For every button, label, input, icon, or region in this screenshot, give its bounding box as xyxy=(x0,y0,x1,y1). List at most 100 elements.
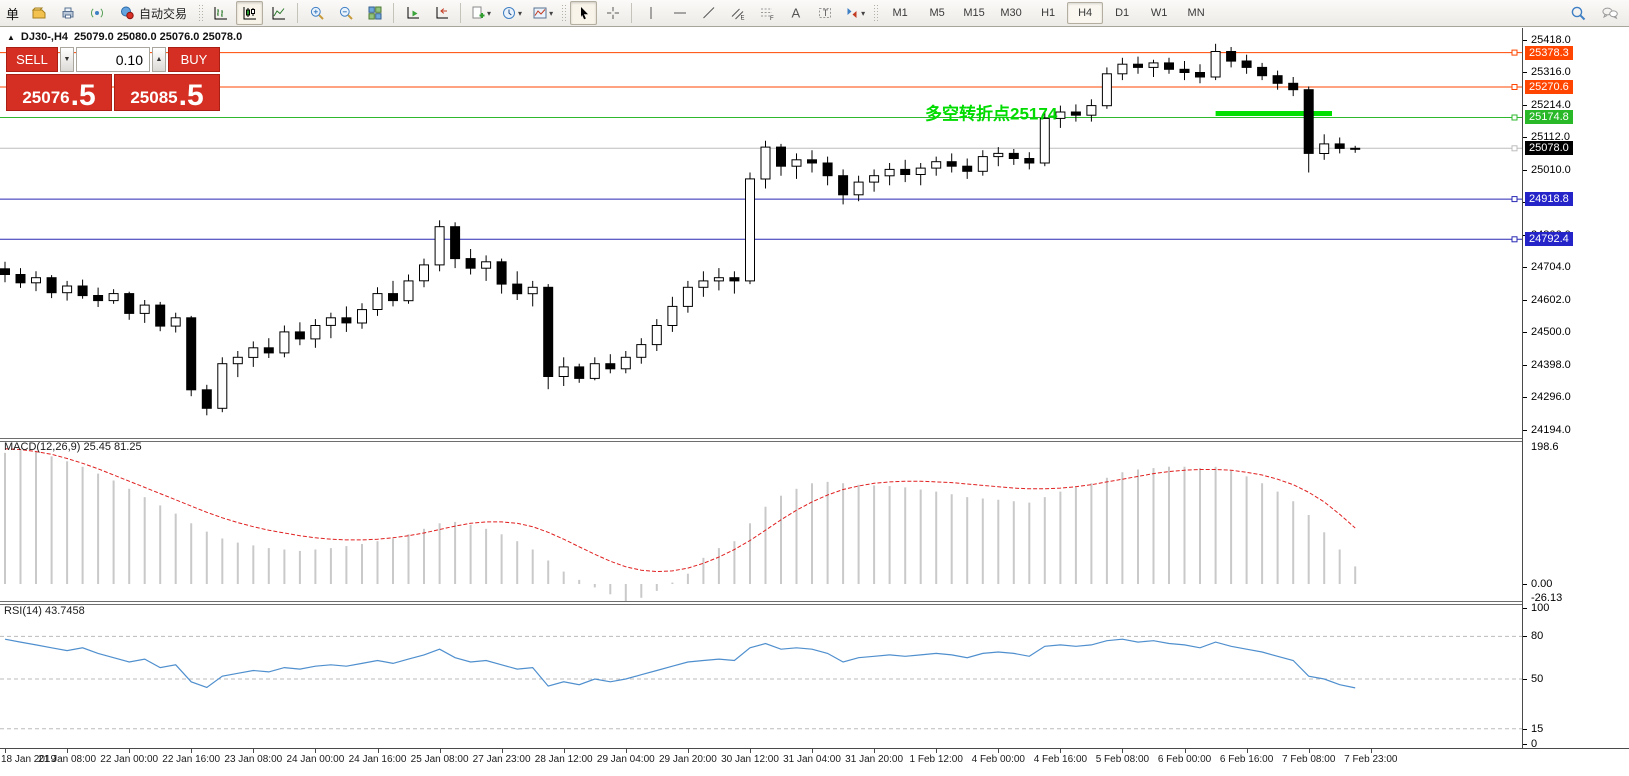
pane-separator[interactable] xyxy=(0,438,1629,439)
price-tick-label: 25112.0 xyxy=(1531,131,1570,144)
buy-price-main: 25085 xyxy=(130,87,178,107)
rsi-tick-mark xyxy=(1523,744,1527,745)
timeframe-button-D1[interactable]: D1 xyxy=(1115,7,1130,19)
crosshair-tool-icon[interactable] xyxy=(599,1,626,25)
macd-scale-min: -26.13 xyxy=(1531,592,1563,604)
time-tick-mark xyxy=(377,749,379,753)
horizontal-line-tool-icon[interactable] xyxy=(666,1,693,25)
rsi-tick-mark xyxy=(1523,729,1527,730)
price-tick-mark xyxy=(1523,430,1527,431)
svg-text:E: E xyxy=(740,16,744,22)
time-tick-label: 28 Jan 12:00 xyxy=(534,754,593,765)
arrows-tool-button[interactable]: ▾ xyxy=(840,1,869,25)
text-tool-icon[interactable]: A xyxy=(782,1,809,25)
chevron-down-icon: ▾ xyxy=(487,8,492,18)
news-signal-icon[interactable] xyxy=(83,1,110,25)
chevron-down-icon: ▾ xyxy=(861,8,866,18)
time-tick-mark xyxy=(253,749,255,753)
price-level-badge: 24918.8 xyxy=(1525,192,1573,207)
time-tick-label: 4 Feb 00:00 xyxy=(971,754,1025,765)
volume-decrease-stepper[interactable]: ▼ xyxy=(60,47,74,72)
timeframe-button-M5[interactable]: M5 xyxy=(929,7,945,19)
time-tick-mark xyxy=(1246,749,1248,753)
time-tick-label: 1 Feb 12:00 xyxy=(909,754,963,765)
time-tick-mark xyxy=(67,749,69,753)
rsi-scale-label: 0 xyxy=(1531,738,1538,750)
sell-button[interactable]: SELL xyxy=(6,47,58,72)
buy-price-display[interactable]: 25085 .5 xyxy=(114,74,220,111)
time-tick-mark xyxy=(439,749,441,753)
timeframe-button-H4[interactable]: H4 xyxy=(1067,2,1104,24)
time-tick-mark xyxy=(874,749,876,753)
zoom-out-icon[interactable] xyxy=(332,1,359,25)
timeframe-button-M15[interactable]: M15 xyxy=(963,7,985,19)
sell-price-main: 25076 xyxy=(22,87,70,107)
timeframe-button-M1[interactable]: M1 xyxy=(892,7,908,19)
buy-button[interactable]: BUY xyxy=(168,47,220,72)
macd-indicator-label: MACD(12,26,9) 25.45 81.25 xyxy=(4,441,142,453)
fibonacci-tool-icon[interactable]: F xyxy=(753,1,780,25)
pane-separator xyxy=(0,604,1629,605)
price-tick-mark xyxy=(1523,300,1527,301)
notebook-icon[interactable] xyxy=(25,1,52,25)
auto-trading-button[interactable]: 自动交易 xyxy=(112,1,194,25)
auto-trading-icon xyxy=(121,6,134,20)
timeframe-toolbar: M1 M5 M15 M30 H1 H4 D1 W1 MN xyxy=(882,2,1214,24)
cursor-tool-icon[interactable] xyxy=(570,1,598,25)
pane-separator xyxy=(0,441,1629,442)
sell-price-frac: .5 xyxy=(70,79,96,112)
time-tick-mark xyxy=(812,749,813,753)
price-tick-label: 24398.0 xyxy=(1531,358,1571,371)
volume-input[interactable]: 0.10 xyxy=(76,47,150,72)
time-tick-mark xyxy=(625,749,627,753)
line-chart-type-icon[interactable] xyxy=(265,1,292,25)
rsi-indicator-label: RSI(14) 43.7458 xyxy=(4,605,85,617)
symbol-title: DJ30-,H4 xyxy=(20,31,68,43)
price-tick-label: 25316.0 xyxy=(1531,66,1571,79)
volume-increase-stepper[interactable]: ▲ xyxy=(152,47,166,72)
chart-canvas[interactable]: 多空转折点25174 xyxy=(0,28,1522,748)
rsi-tick-mark xyxy=(1523,679,1527,680)
timeframe-button-H1[interactable]: H1 xyxy=(1041,7,1056,19)
new-order-button[interactable]: ▾ xyxy=(466,1,495,25)
bar-chart-type-icon[interactable] xyxy=(207,1,234,25)
toolbar-separator xyxy=(297,3,299,23)
svg-text:A: A xyxy=(791,6,800,21)
collapse-triangle-icon[interactable]: ▲ xyxy=(7,32,15,42)
pane-separator[interactable] xyxy=(0,601,1629,602)
sell-price-display[interactable]: 25076 .5 xyxy=(6,74,112,111)
auto-scroll-icon[interactable] xyxy=(399,1,426,25)
symbol-title-line: ▲ DJ30-,H4 25079.0 25080.0 25076.0 25078… xyxy=(7,31,242,43)
price-tick-mark xyxy=(1523,40,1527,41)
equidistant-channel-tool-icon[interactable]: E xyxy=(724,1,751,25)
time-axis[interactable]: 18 Jan 2019 21 Jan 08:00 22 Jan 00:00 22 Ja… xyxy=(0,748,1629,776)
chart-shift-icon[interactable] xyxy=(428,1,455,25)
trendline-tool-icon[interactable] xyxy=(695,1,722,25)
template-button[interactable]: ▾ xyxy=(528,1,557,25)
price-tick-label: 24500.0 xyxy=(1531,326,1571,339)
text-label-tool-icon[interactable]: T xyxy=(811,1,838,25)
tile-windows-icon[interactable] xyxy=(361,1,388,25)
time-tick-label: 22 Jan 00:00 xyxy=(100,754,159,765)
vertical-line-tool-icon[interactable] xyxy=(637,1,664,25)
timeframe-button-M30[interactable]: M30 xyxy=(1000,7,1022,19)
rsi-scale-label: 15 xyxy=(1531,722,1544,735)
price-tick-label: 24194.0 xyxy=(1531,423,1571,436)
zoom-in-icon[interactable] xyxy=(303,1,330,25)
price-tick-label: 24296.0 xyxy=(1531,391,1571,404)
time-tick-label: 29 Jan 20:00 xyxy=(658,754,717,765)
time-tick-label: 21 Jan 08:00 xyxy=(38,754,97,765)
time-tick-label: 7 Feb 08:00 xyxy=(1282,754,1336,765)
chat-icon[interactable] xyxy=(1596,1,1623,25)
timeframe-button-MN[interactable]: MN xyxy=(1187,7,1205,19)
search-icon[interactable] xyxy=(1565,1,1592,25)
svg-text:F: F xyxy=(770,16,774,21)
timeframe-button-W1[interactable]: W1 xyxy=(1150,7,1168,19)
price-axis[interactable]: 25418.025316.025214.025112.025010.024908… xyxy=(1522,28,1629,750)
period-button[interactable]: ▾ xyxy=(497,1,526,25)
printer-icon[interactable] xyxy=(54,1,81,25)
toolbar-separator xyxy=(393,3,395,23)
toolbar: 单 自动交易 ▾ ▾ xyxy=(0,0,1629,27)
chevron-down-icon: ▾ xyxy=(549,8,554,18)
candlestick-chart-type-icon[interactable] xyxy=(236,1,264,25)
